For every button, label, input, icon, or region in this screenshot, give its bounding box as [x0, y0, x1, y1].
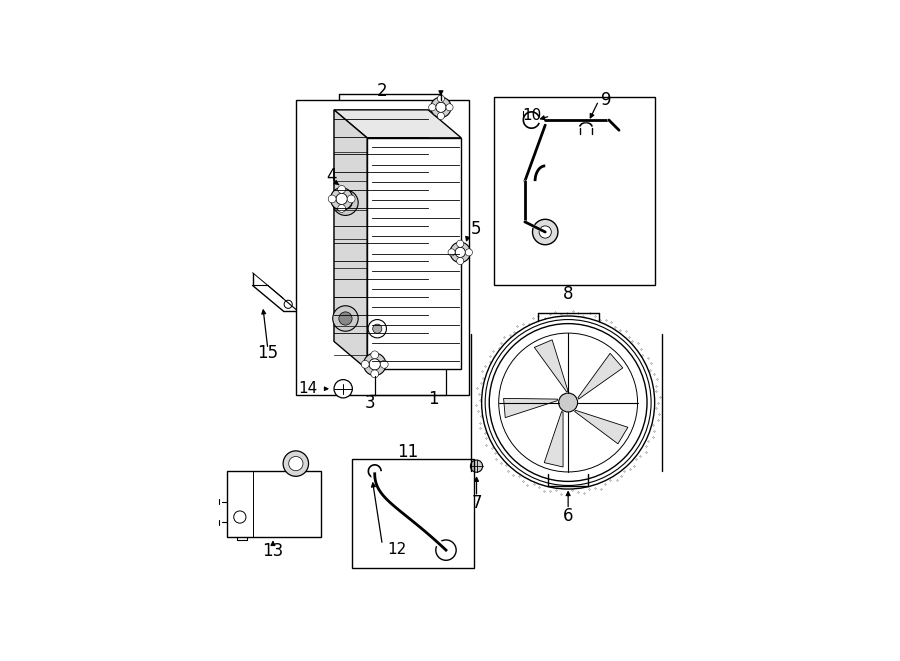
Circle shape: [368, 319, 386, 338]
Circle shape: [373, 324, 382, 333]
Polygon shape: [334, 110, 428, 342]
Circle shape: [465, 249, 472, 256]
Bar: [296, 100, 469, 395]
Circle shape: [330, 188, 353, 210]
Text: 2: 2: [377, 81, 388, 100]
Circle shape: [234, 511, 246, 523]
Circle shape: [471, 460, 482, 472]
Circle shape: [559, 393, 578, 412]
Text: 15: 15: [257, 344, 278, 362]
Circle shape: [338, 312, 352, 325]
Circle shape: [381, 360, 388, 368]
Circle shape: [364, 353, 386, 375]
Text: 8: 8: [562, 285, 573, 303]
Text: 4: 4: [326, 167, 337, 185]
Bar: [227, 471, 321, 537]
Circle shape: [437, 112, 445, 120]
Circle shape: [371, 351, 379, 359]
Polygon shape: [504, 399, 558, 418]
Circle shape: [456, 240, 464, 247]
Circle shape: [533, 219, 558, 245]
Bar: [494, 97, 654, 286]
Polygon shape: [578, 354, 623, 399]
Circle shape: [448, 249, 455, 256]
Circle shape: [437, 95, 445, 102]
Bar: [352, 459, 474, 568]
Circle shape: [328, 195, 336, 203]
Circle shape: [338, 196, 352, 210]
Circle shape: [450, 242, 471, 262]
Text: 3: 3: [364, 393, 375, 412]
Text: 10: 10: [522, 108, 542, 124]
Circle shape: [455, 247, 465, 257]
Circle shape: [284, 451, 309, 477]
Circle shape: [436, 102, 446, 112]
Circle shape: [333, 306, 358, 331]
Text: 7: 7: [472, 494, 482, 512]
Circle shape: [284, 300, 292, 308]
Circle shape: [338, 204, 346, 212]
Text: 9: 9: [601, 91, 612, 108]
Text: 11: 11: [397, 444, 418, 461]
Circle shape: [338, 186, 346, 193]
Polygon shape: [334, 110, 462, 138]
Circle shape: [436, 540, 456, 561]
Circle shape: [336, 193, 347, 204]
Polygon shape: [367, 138, 462, 369]
Text: 14: 14: [299, 381, 318, 397]
Circle shape: [347, 195, 356, 203]
Circle shape: [333, 190, 358, 215]
Text: 12: 12: [387, 541, 407, 557]
Text: 6: 6: [562, 507, 573, 525]
Circle shape: [539, 226, 552, 238]
Circle shape: [431, 97, 451, 118]
Polygon shape: [334, 110, 367, 369]
Polygon shape: [535, 340, 568, 391]
Circle shape: [456, 258, 464, 264]
Circle shape: [482, 316, 654, 489]
Circle shape: [446, 104, 453, 111]
Circle shape: [428, 104, 436, 111]
Text: 13: 13: [262, 542, 284, 560]
Text: 5: 5: [471, 221, 481, 239]
Circle shape: [369, 359, 381, 370]
Circle shape: [289, 457, 303, 471]
Circle shape: [371, 370, 379, 378]
Polygon shape: [574, 410, 628, 444]
Polygon shape: [544, 411, 563, 467]
Circle shape: [334, 379, 352, 398]
Circle shape: [361, 360, 369, 368]
Text: 1: 1: [428, 390, 438, 408]
